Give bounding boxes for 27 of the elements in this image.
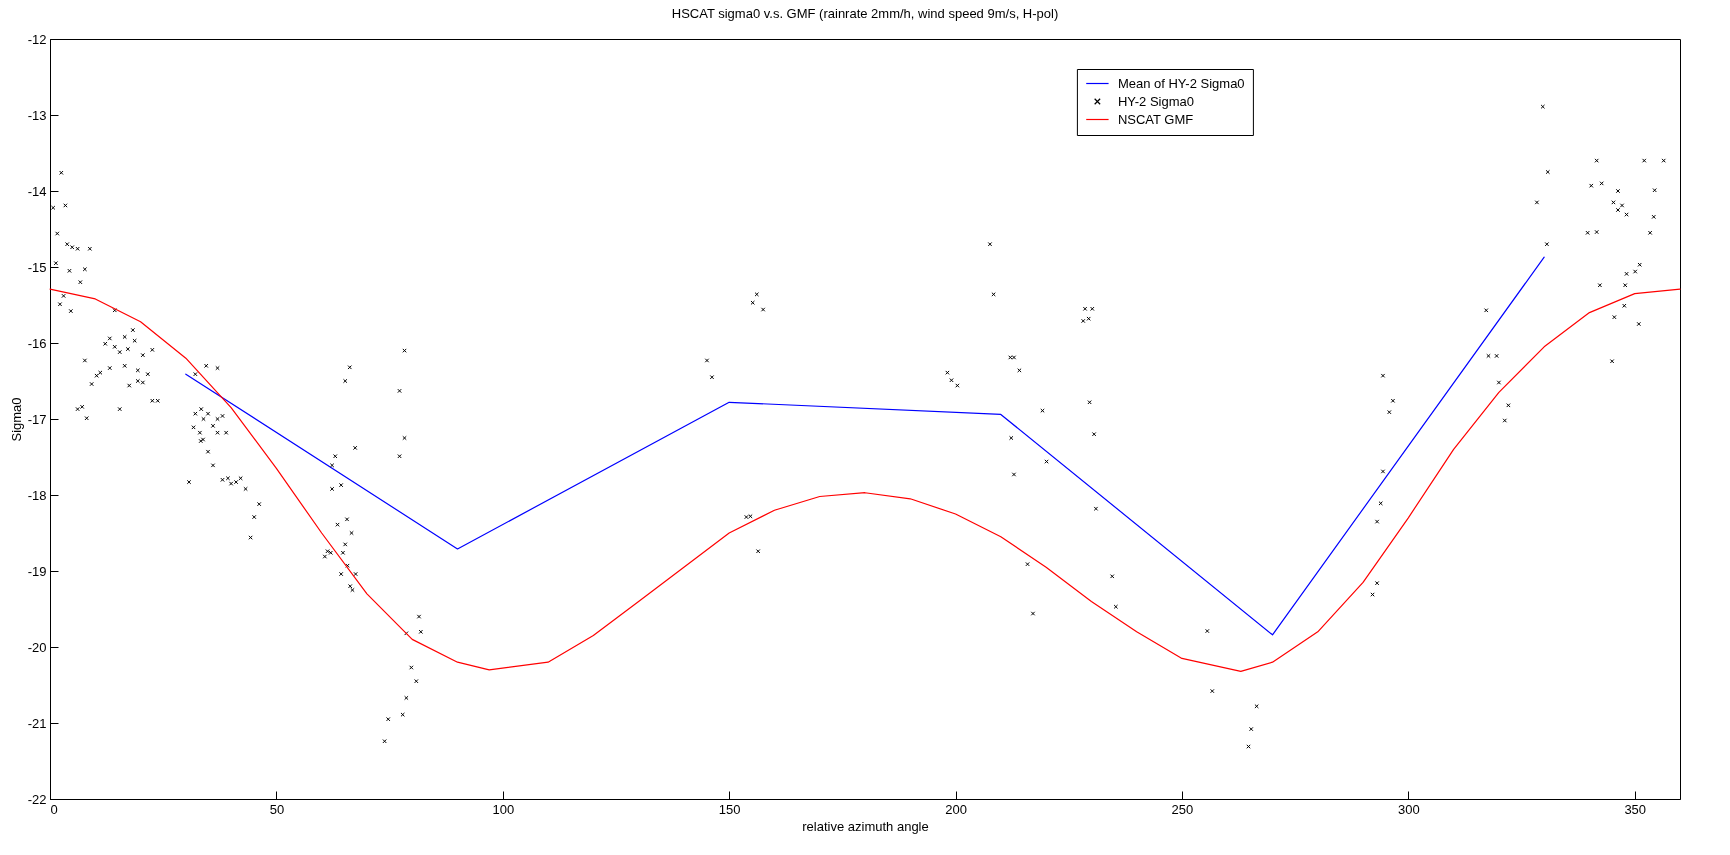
y-tick-label: -20 (27, 639, 47, 655)
y-tick-label: -17 (27, 411, 47, 427)
x-tick-label: 350 (1624, 801, 1647, 817)
line-series (185, 256, 1545, 636)
y-tick-label: -16 (27, 335, 47, 351)
legend-label: HY-2 Sigma0 (1117, 93, 1195, 109)
y-tick-label: -21 (27, 715, 47, 731)
x-tick-label: 150 (718, 801, 741, 817)
y-tick-label: -13 (27, 107, 47, 123)
legend-label: NSCAT GMF (1117, 111, 1194, 127)
y-tick-label: -14 (27, 183, 47, 199)
y-tick-label: -19 (27, 563, 47, 579)
y-tick-label: -15 (27, 259, 47, 275)
x-axis-title: relative azimuth angle (802, 818, 929, 834)
x-tick-label: 200 (945, 801, 967, 817)
y-axis-title: Sigma0 (8, 397, 24, 442)
chart-title: HSCAT sigma0 v.s. GMF (rainrate 2mm/h, wind speed 9m/s, H-pol) (671, 6, 1059, 21)
y-tick-label: -22 (27, 791, 47, 807)
x-tick-label: 300 (1397, 801, 1420, 817)
y-tick-label: -18 (27, 487, 47, 503)
y-tick-label: -12 (27, 31, 47, 47)
x-tick-label: 250 (1171, 801, 1194, 817)
x-tick-label: 100 (492, 801, 515, 817)
line-series (49, 288, 1681, 672)
legend-label: Mean of HY-2 Sigma0 (1117, 75, 1245, 91)
x-tick-label: 50 (269, 801, 285, 817)
x-tick-label: 0 (50, 801, 58, 817)
